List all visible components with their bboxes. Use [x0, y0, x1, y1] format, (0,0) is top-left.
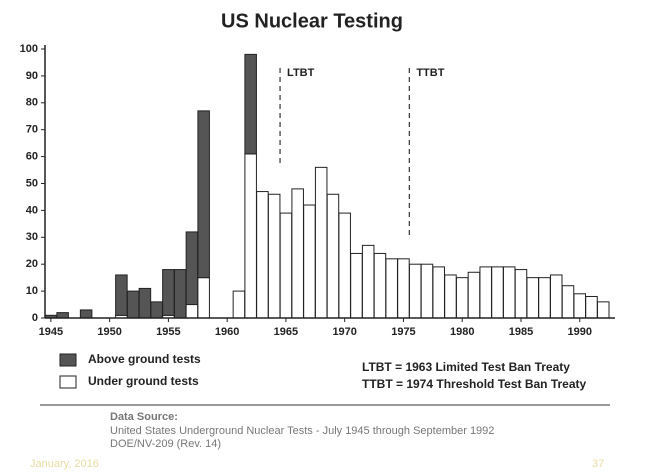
- x-tick-label: 1945: [39, 326, 63, 338]
- bar: [232, 290, 246, 319]
- y-tick-label: 40: [26, 204, 38, 216]
- bar: [385, 258, 398, 319]
- x-tick-label: 1960: [215, 326, 239, 338]
- annotation: LTBT: [287, 67, 315, 79]
- bar: [350, 252, 363, 319]
- bar: [491, 266, 504, 319]
- x-tick-label: 1970: [332, 326, 356, 338]
- x-tick-label: 1990: [568, 326, 592, 338]
- bar: [596, 301, 610, 319]
- x-tick-label: 1975: [391, 326, 415, 338]
- y-tick-label: 80: [26, 97, 38, 109]
- bar: [502, 266, 516, 319]
- footer-date: January, 2016: [30, 458, 99, 470]
- x-tick-label: 1950: [97, 326, 121, 338]
- bar: [267, 193, 281, 319]
- bar: [279, 212, 293, 319]
- annotation: TTBT: [416, 67, 444, 79]
- y-tick-label: 10: [26, 285, 38, 297]
- chart-title: US Nuclear Testing: [221, 10, 403, 32]
- legend-swatch: [59, 375, 77, 389]
- bar: [455, 277, 469, 319]
- bar: [526, 277, 539, 319]
- bar: [303, 204, 316, 319]
- legend-label: Under ground tests: [88, 374, 199, 388]
- note: TTBT = 1974 Threshold Test Ban Treaty: [362, 377, 587, 391]
- bar: [432, 266, 445, 319]
- bar: [444, 274, 457, 319]
- bar: [197, 277, 210, 319]
- x-tick-label: 1965: [274, 326, 298, 338]
- bar: [479, 266, 492, 319]
- x-tick-label: 1955: [156, 326, 180, 338]
- y-tick-label: 0: [32, 312, 38, 324]
- y-tick-label: 100: [20, 43, 38, 55]
- y-tick-label: 60: [26, 151, 38, 163]
- y-tick-label: 20: [26, 258, 38, 270]
- bar: [326, 193, 340, 319]
- bar: [244, 153, 257, 319]
- bar: [338, 212, 351, 319]
- bar: [408, 263, 422, 319]
- x-tick-label: 1985: [509, 326, 533, 338]
- bar: [115, 274, 128, 316]
- bar: [314, 166, 328, 319]
- bar: [185, 304, 199, 319]
- bar: [397, 258, 410, 319]
- bar: [291, 188, 304, 319]
- bar: [538, 277, 551, 319]
- source-text: United States Underground Nuclear Tests …: [110, 425, 494, 437]
- bar: [138, 287, 152, 319]
- bar: [56, 312, 69, 319]
- bar: [173, 269, 187, 319]
- bar: [244, 53, 257, 155]
- bar: [162, 269, 175, 316]
- bar: [150, 301, 163, 319]
- note: LTBT = 1963 Limited Test Ban Treaty: [362, 360, 570, 374]
- legend-swatch: [59, 353, 77, 367]
- bar: [185, 231, 199, 306]
- legend-label: Above ground tests: [88, 352, 201, 366]
- bar: [573, 293, 587, 319]
- bar: [561, 285, 575, 319]
- bar: [197, 110, 210, 279]
- bar: [126, 290, 140, 319]
- source-heading: Data Source:: [110, 411, 178, 423]
- bar: [373, 252, 387, 319]
- y-tick-label: 30: [26, 231, 38, 243]
- bar: [79, 309, 93, 319]
- y-tick-label: 50: [26, 177, 38, 189]
- x-tick-label: 1980: [450, 326, 474, 338]
- bar: [585, 295, 598, 319]
- bar: [514, 269, 528, 319]
- source-text: DOE/NV-209 (Rev. 14): [110, 438, 221, 450]
- bar: [361, 244, 375, 319]
- bar: [420, 263, 434, 319]
- bar: [467, 271, 481, 319]
- y-tick-label: 90: [26, 70, 38, 82]
- bar: [256, 191, 269, 319]
- y-tick-label: 70: [26, 124, 38, 136]
- page-number: 37: [592, 458, 604, 470]
- bar: [549, 274, 563, 319]
